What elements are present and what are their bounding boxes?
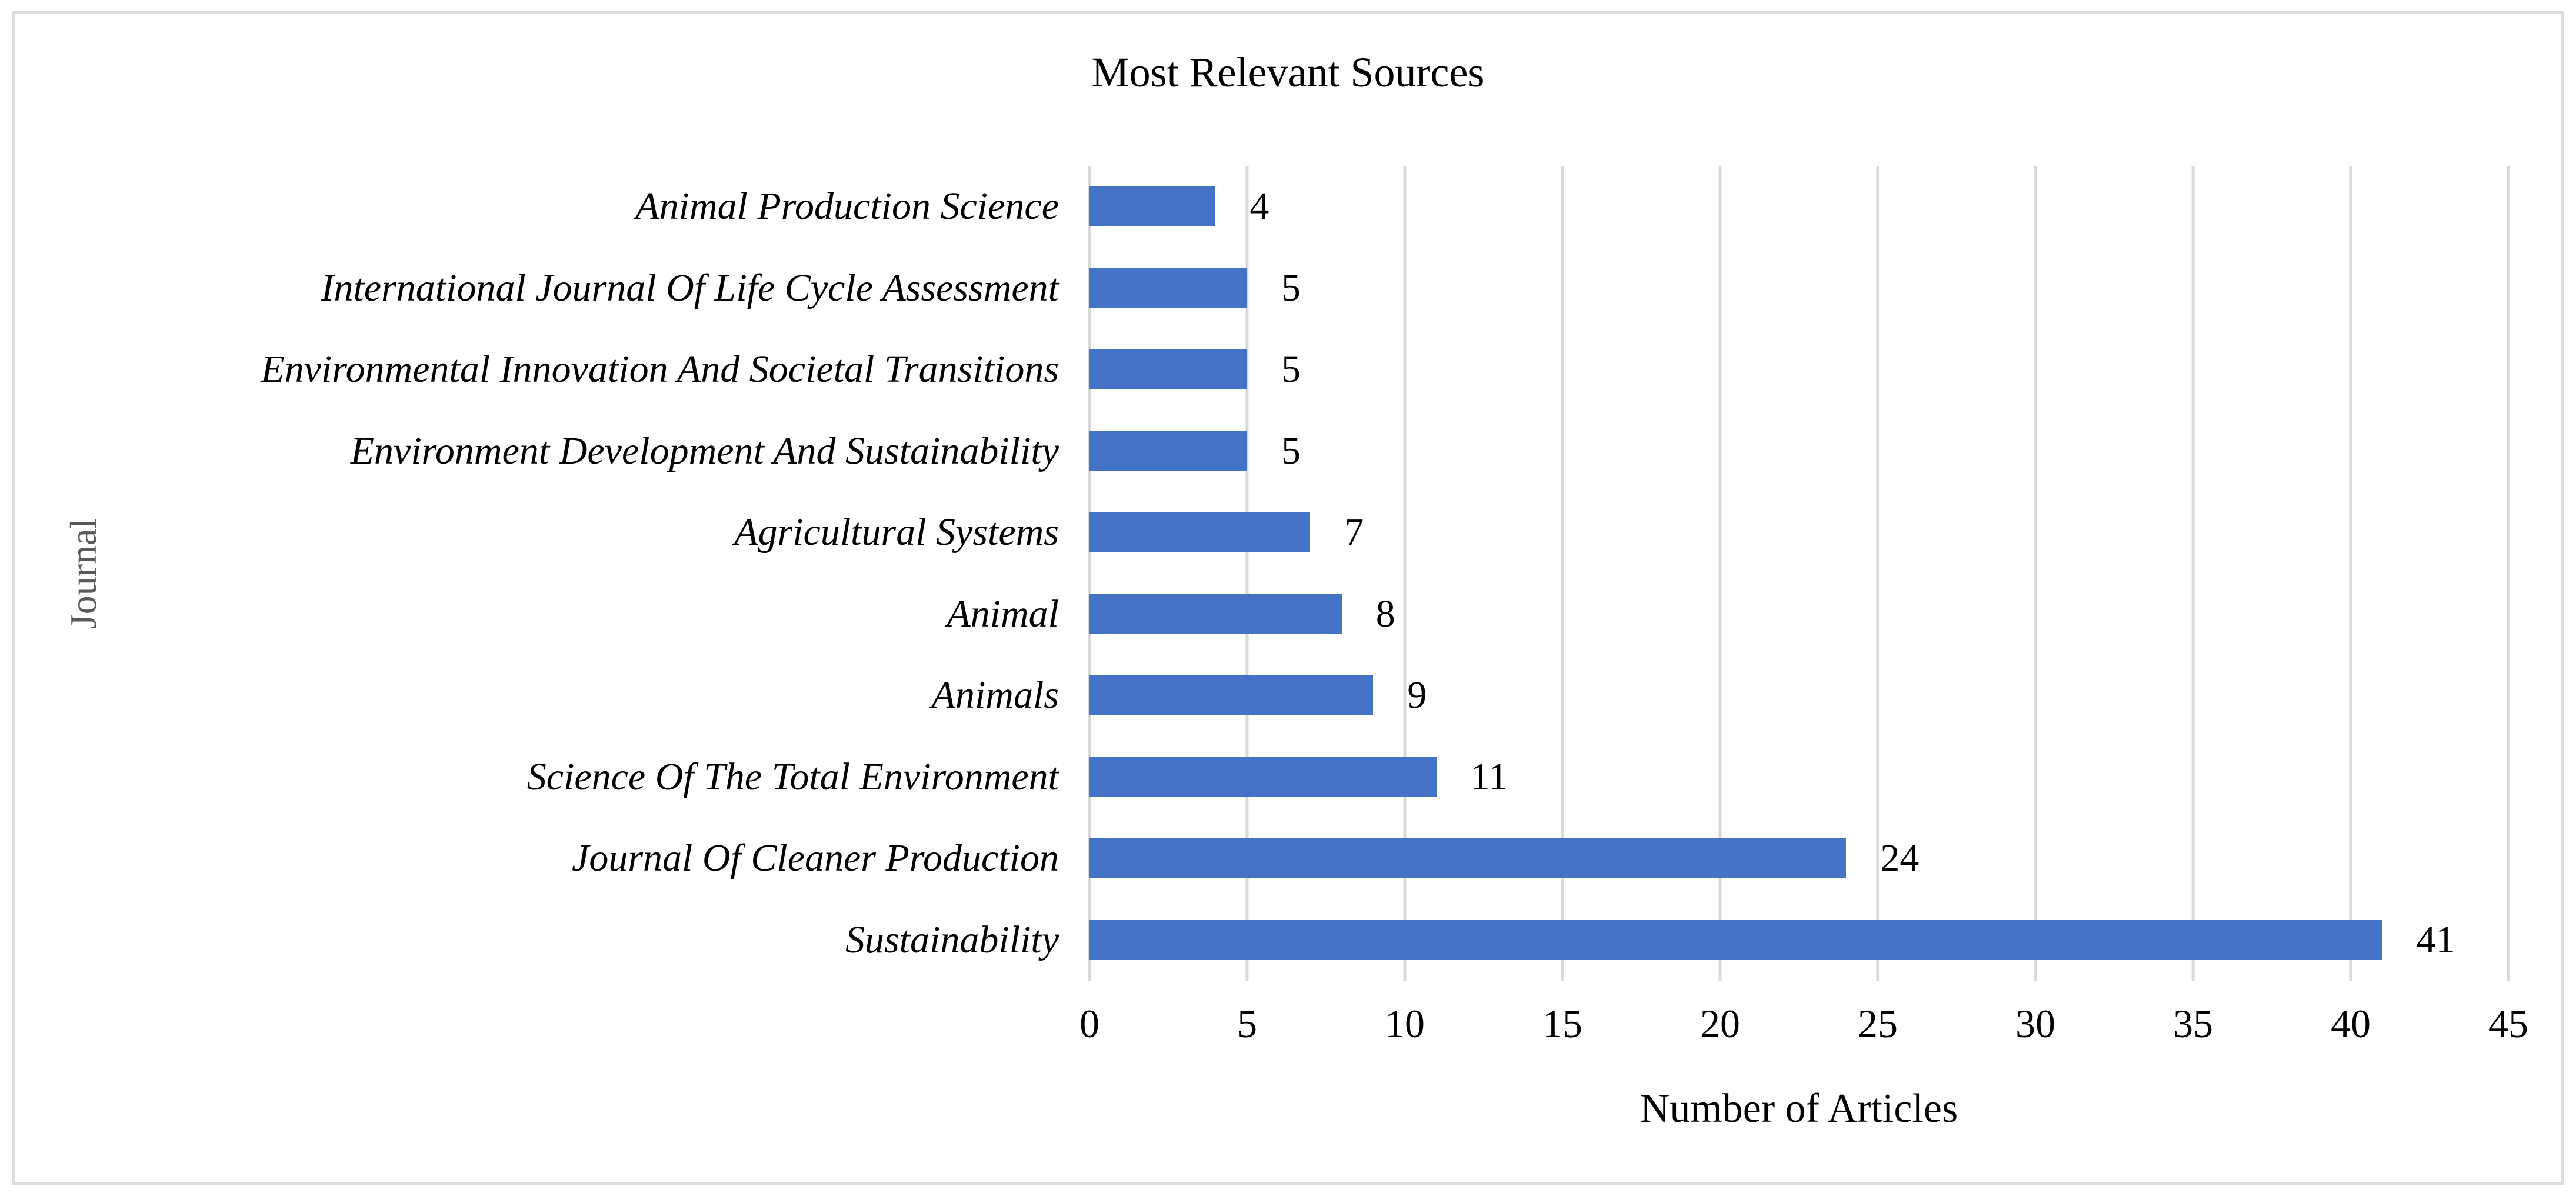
x-tick-label: 0 xyxy=(1079,1001,1099,1046)
bar-value-label: 5 xyxy=(1281,429,1301,472)
gridline xyxy=(1088,166,1091,981)
gridline xyxy=(2191,166,2195,981)
x-axis-title: Number of Articles xyxy=(1639,1086,1958,1131)
gridline xyxy=(2507,166,2510,981)
bar xyxy=(1089,838,1847,879)
gridline xyxy=(1403,166,1407,981)
bar-row: 5 xyxy=(1089,329,2508,411)
x-tick-label: 40 xyxy=(2330,1001,2371,1046)
category-label: Science Of The Total Environment xyxy=(526,755,1059,798)
bar-row: 8 xyxy=(1089,574,2508,655)
gridline xyxy=(1718,166,1722,981)
category-label: Journal Of Cleaner Production xyxy=(572,837,1059,880)
x-tick-label: 10 xyxy=(1384,1001,1425,1046)
bar-row: 7 xyxy=(1089,492,2508,574)
bar-value-label: 24 xyxy=(1880,837,1919,880)
bar xyxy=(1089,431,1247,471)
x-axis-ticks: 0 5 10 15 20 25 30 35 40 45 xyxy=(1079,1001,2528,1057)
x-tick-label: 45 xyxy=(2488,1001,2528,1046)
gridline xyxy=(2349,166,2352,981)
bar xyxy=(1089,757,1437,797)
bar-series: 4 5 5 5 7 8 9 11 24 41 xyxy=(1089,166,2508,981)
chart-title: Most Relevant Sources xyxy=(1091,49,1485,96)
bar-row: 5 xyxy=(1089,411,2508,492)
bar-value-label: 9 xyxy=(1407,674,1427,717)
bar-value-label: 4 xyxy=(1249,185,1269,228)
bar-row: 5 xyxy=(1089,248,2508,329)
category-label: Sustainability xyxy=(845,918,1059,961)
bar-value-label: 7 xyxy=(1344,511,1364,554)
bar-row: 4 xyxy=(1089,166,2508,248)
gridline xyxy=(1876,166,1879,981)
bar xyxy=(1089,512,1311,553)
bar-row: 11 xyxy=(1089,737,2508,818)
bar-value-label: 41 xyxy=(2416,918,2455,961)
bar xyxy=(1089,186,1216,227)
category-label: Environment Development And Sustainabili… xyxy=(350,429,1059,472)
x-tick-label: 35 xyxy=(2173,1001,2213,1046)
category-label: International Journal Of Life Cycle Asse… xyxy=(321,266,1059,309)
x-tick-label: 25 xyxy=(1858,1001,1898,1046)
gridline xyxy=(2034,166,2037,981)
bar xyxy=(1089,594,1342,634)
category-label: Environmental Innovation And Societal Tr… xyxy=(261,348,1059,391)
category-label: Animal xyxy=(947,592,1059,635)
category-label: Animal Production Science xyxy=(635,185,1059,228)
bar-value-label: 11 xyxy=(1470,755,1508,798)
plot-area: 4 5 5 5 7 8 9 11 24 41 xyxy=(1088,166,2510,981)
bar xyxy=(1089,268,1247,308)
bar xyxy=(1089,675,1374,716)
gridline xyxy=(1561,166,1564,981)
gridline xyxy=(1245,166,1249,981)
bar xyxy=(1089,349,1247,390)
category-label: Animals xyxy=(931,674,1059,717)
bar-value-label: 5 xyxy=(1281,348,1301,391)
bar-row: 9 xyxy=(1089,655,2508,737)
x-tick-label: 30 xyxy=(2015,1001,2055,1046)
category-axis: Animal Production Science International J… xyxy=(0,166,1059,981)
bar-row: 24 xyxy=(1089,818,2508,900)
x-tick-label: 15 xyxy=(1542,1001,1582,1046)
x-tick-label: 5 xyxy=(1237,1001,1257,1046)
bar-row: 41 xyxy=(1089,900,2508,981)
bar xyxy=(1089,920,2382,960)
x-tick-label: 20 xyxy=(1699,1001,1740,1046)
bar-value-label: 5 xyxy=(1281,266,1301,309)
category-label: Agricultural Systems xyxy=(734,511,1059,554)
bar-value-label: 8 xyxy=(1375,592,1395,635)
